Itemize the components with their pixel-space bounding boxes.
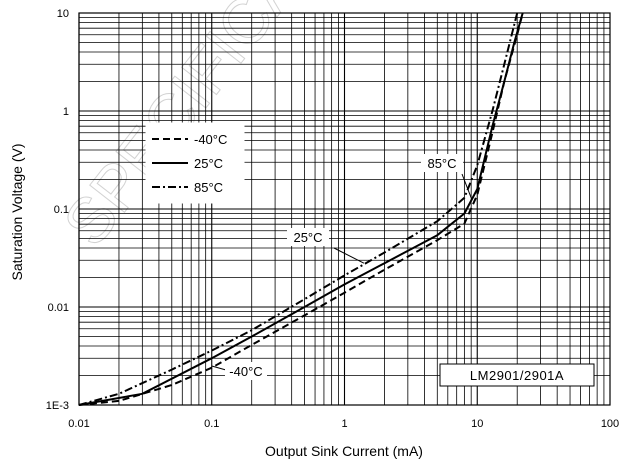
x-tick-label: 100 (601, 418, 619, 430)
plot-area (78, 12, 611, 406)
series-line (78, 12, 519, 406)
y-tick-label: 10 (57, 8, 69, 20)
y-tick-label: 0.1 (54, 204, 69, 216)
y-tick-label: 0.01 (48, 302, 69, 314)
tick-labels: 0.01 0.1 1 10 100 1E-3 0.01 0.1 1 10 (46, 8, 619, 430)
annotation-bg (421, 154, 463, 172)
legend-label: 25°C (194, 156, 223, 171)
annotation-bg (225, 362, 267, 380)
part-label: LM2901/2901A (470, 368, 564, 383)
x-axis-label: Output Sink Current (mA) (265, 443, 423, 459)
annotation-leader (333, 247, 365, 264)
legend-label: -40°C (194, 132, 227, 147)
annotation-label: -40°C (229, 364, 262, 379)
annotations: 85°C 25°C -40°C (211, 154, 472, 380)
legend: -40°C 25°C 85°C (145, 122, 245, 204)
x-tick-label: 1 (341, 418, 347, 430)
part-label-box: LM2901/2901A (439, 363, 595, 387)
y-tick-label: 1E-3 (46, 400, 69, 412)
y-axis-label: Saturation Voltage (V) (9, 144, 25, 281)
x-tick-label: 0.1 (204, 418, 219, 430)
y-tick-label: 1 (63, 106, 69, 118)
annotation-label: 85°C (427, 156, 456, 171)
series-group (78, 12, 524, 406)
grid (78, 13, 610, 406)
annotation-bg (287, 228, 329, 246)
x-tick-label: 0.01 (68, 418, 89, 430)
annotation-leader (461, 173, 472, 199)
annotation-leader (211, 365, 227, 371)
series-line (78, 12, 524, 406)
x-tick-label: 10 (471, 418, 483, 430)
annotation-label: 25°C (293, 230, 322, 245)
legend-label: 85°C (194, 180, 223, 195)
